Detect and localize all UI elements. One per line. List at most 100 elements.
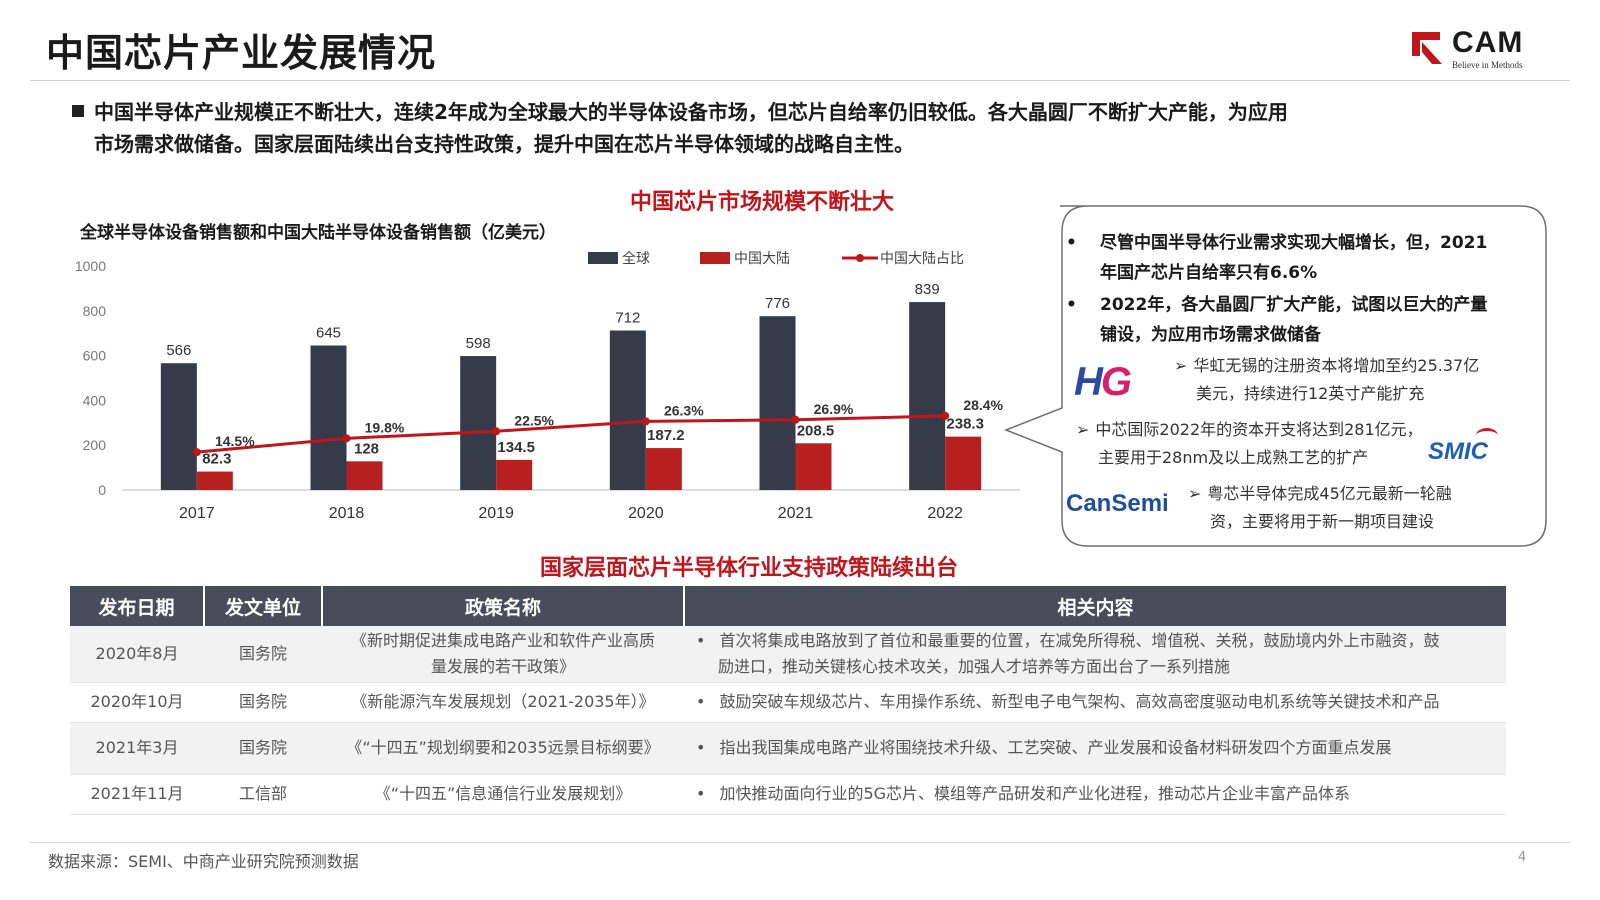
intro-paragraph: 中国半导体产业规模正不断壮大，连续2年成为全球最大的半导体设备市场，但芯片自给率… [72,96,1552,160]
y-tick-label: 800 [83,303,107,319]
cell-content: • 首次将集成电路放到了首位和最重要的位置，在减免所得税、增值税、关税，鼓励境内外… [684,626,1506,683]
cell-date: 2020年8月 [70,626,204,683]
smic-logo-arc-icon [1476,428,1498,443]
callout-box: • 尽管中国半导体行业需求实现大幅增长，但，2021年国产芯片自给率只有6.6% … [1000,204,1548,550]
legend-ratio-swatch [842,254,878,262]
bullet-dot-icon: • [1066,295,1077,315]
cell-name: 《“十四五”信息通信行业发展规划》 [322,774,684,815]
callout-sub-2-line-1: 中芯国际2022年的资本开支将达到281亿元， [1095,420,1423,439]
data-label-china: 82.3 [202,451,231,468]
callout-sub-1-line-1: 华虹无锡的注册资本将增加至约25.37亿 [1193,356,1480,375]
data-label-china: 208.5 [797,422,835,439]
ratio-point [492,427,501,436]
data-label-china: 238.3 [946,416,984,433]
callout-bullet-2: • 2022年，各大晶圆厂扩大产能，试图以巨大的产量铺设，为应用市场需求做储备 [1066,290,1500,350]
bar-china [945,436,982,490]
legend-global-label: 全球 [622,251,650,267]
callout-sub-3-line-2: 资，主要将用于新一期项目建设 [1210,512,1435,531]
data-label-global: 566 [166,342,191,359]
legend-global-swatch [588,252,618,264]
logo-text: CAM [1452,26,1524,59]
logo-tagline: Believe in Methods [1452,60,1523,70]
bar-china [496,459,533,490]
ratio-label: 22.5% [514,412,554,428]
cell-unit: 工信部 [204,774,322,815]
data-label-china: 128 [354,440,379,457]
huahong-logo-g: G [1100,360,1132,404]
legend-china: 中国大陆 [700,248,790,268]
cell-content: • 指出我国集成电路产业将围绕技术升级、工艺突破、产业发展和设备材料研发四个方面重… [684,722,1506,775]
square-bullet-icon [72,105,84,117]
cam-logo: CAM Believe in Methods [1410,26,1570,74]
data-source: 数据来源：SEMI、中商产业研究院预测数据 [48,852,359,871]
page-title: 中国芯片产业发展情况 [46,31,437,75]
callout-sub-3: ➢ 粤芯半导体完成45亿元最新一轮融 资，主要将用于新一期项目建设 [1188,480,1452,536]
ratio-point [342,434,351,443]
ratio-line [196,414,946,454]
cell-name: 《新能源汽车发展规划（2021-2035年）》 [322,682,684,723]
x-tick-label: 2020 [628,505,664,522]
callout-sub-2: ➢ 中芯国际2022年的资本开支将达到281亿元， 主要用于28nm及以上成熟工艺… [1076,416,1423,472]
bullet-dot-icon: • [696,784,706,803]
cell-content-line-1: 加快推动面向行业的5G芯片、模组等产品研发和产业化进程，推动芯片企业丰富产品体系 [719,784,1351,803]
cell-unit: 国务院 [204,626,322,683]
ratio-point [192,448,201,457]
bar-china [795,443,832,490]
cell-unit: 国务院 [204,682,322,723]
ratio-label: 26.9% [814,401,854,417]
arrow-bullet-icon: ➢ [1174,356,1188,375]
smic-logo: SMIC [1428,438,1488,465]
y-tick-label: 600 [83,348,107,364]
callout-bullet-2-text: 2022年，各大晶圆厂扩大产能，试图以巨大的产量铺设，为应用市场需求做储备 [1100,295,1488,345]
cell-name-line-1: 《新时期促进集成电路产业和软件产业高质 [350,630,655,650]
ratio-label: 19.8% [365,419,405,435]
cell-name-line-2: 量发展的若干政策》 [430,656,575,676]
callout-sub-2-line-2: 主要用于28nm及以上成熟工艺的扩产 [1098,448,1369,467]
cell-date: 2020年10月 [70,682,204,723]
bullet-dot-icon: • [696,738,706,757]
intro-line-1: 中国半导体产业规模正不断壮大，连续2年成为全球最大的半导体设备市场，但芯片自给率… [94,100,1288,124]
huahong-logo: HG [1074,360,1132,405]
callout-sub-1-line-2: 美元，持续进行12英寸产能扩充 [1196,384,1425,403]
data-label-china: 134.5 [497,439,535,456]
y-tick-label: 1000 [75,258,106,274]
huahong-logo-h: H [1074,360,1103,404]
bar-global [609,330,646,490]
y-tick-label: 0 [98,482,106,498]
cell-name: 《“十四五”规划纲要和2035远景目标纲要》 [322,722,684,775]
arrow-bullet-icon: ➢ [1076,420,1090,439]
ratio-point [641,417,650,426]
header-divider [30,80,1570,81]
policy-table-header: 发布日期 发文单位 政策名称 相关内容 [70,586,1506,626]
x-tick-label: 2017 [179,505,215,522]
legend-global: 全球 [588,248,650,268]
callout-bullet-1-text: 尽管中国半导体行业需求实现大幅增长，但，2021年国产芯片自给率只有6.6% [1100,233,1488,283]
data-label-global: 712 [615,310,640,327]
callout-sub-1: ➢ 华虹无锡的注册资本将增加至约25.37亿 美元，持续进行12英寸产能扩充 [1174,352,1479,408]
cell-content: • 鼓励突破车规级芯片、车用操作系统、新型电子电气架构、高效高密度驱动电机系统等关… [684,682,1506,723]
bar-global [460,356,497,490]
intro-line-2: 市场需求做储备。国家层面陆续出台支持性政策，提升中国在芯片半导体领域的战略自主性… [94,132,914,156]
cell-content-line-1: 鼓励突破车规级芯片、车用操作系统、新型电子电气架构、高效高密度驱动电机系统等关键… [719,692,1440,711]
col-header-name: 政策名称 [322,586,685,626]
bar-china [346,461,383,490]
col-header-unit: 发文单位 [204,586,323,626]
cam-logo-mark-icon [1412,32,1442,64]
bar-global [759,316,796,490]
cansemi-logo: CanSemi [1066,490,1169,517]
ratio-label: 26.3% [664,402,704,418]
callout-sub-3-line-1: 粤芯半导体完成45亿元最新一轮融 [1207,484,1452,503]
bullet-dot-icon: • [696,630,706,650]
y-tick-label: 400 [83,392,107,408]
arrow-bullet-icon: ➢ [1188,484,1202,503]
cell-name: 《新时期促进集成电路产业和软件产业高质 量发展的若干政策》 [322,626,684,683]
policy-table: 发布日期 发文单位 政策名称 相关内容 2020年8月 国务院 《新时期促进集成… [70,586,1506,815]
data-label-china: 187.2 [647,427,685,444]
table-row: 2021年11月 工信部 《“十四五”信息通信行业发展规划》 • 加快推动面向行业… [70,774,1506,815]
cell-content-line-1: 首次将集成电路放到了首位和最重要的位置，在减免所得税、增值税、关税，鼓励境内外上… [719,630,1440,650]
data-label-global: 598 [466,335,491,352]
x-tick-label: 2021 [778,505,814,522]
bar-china [645,448,682,490]
cell-date: 2021年11月 [70,774,204,815]
data-label-global: 839 [915,281,940,298]
